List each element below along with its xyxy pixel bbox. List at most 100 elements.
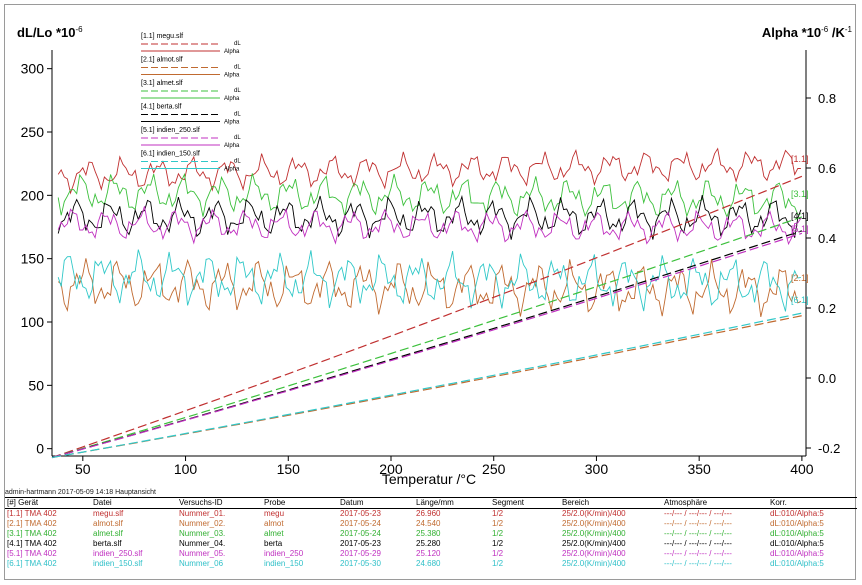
table-header-cell: Probe	[264, 498, 286, 507]
left-tick-label: 0	[36, 441, 44, 457]
table-cell: 2017-05-24	[340, 519, 381, 528]
legend-file-label: [6.1] indien_150.slf	[141, 151, 200, 158]
series-end-label: [5.1]	[791, 224, 809, 234]
table-header: [#] Gerät Datei Versuchs-ID Probe Datum Länge…	[5, 497, 857, 509]
x-tick-label: 350	[687, 461, 711, 477]
legend-file-label: [1.1] megu.slf	[141, 33, 183, 40]
table-cell: berta.slf	[93, 539, 122, 548]
footer-info: admin-hartmann 2017-05-09 14:18 Hauptans…	[5, 489, 156, 496]
legend-alpha-label: Alpha	[224, 49, 240, 55]
table-cell: 2017-05-23	[340, 509, 381, 518]
table-header-cell: Versuchs-ID	[179, 498, 223, 507]
alpha-series-line	[57, 249, 801, 312]
table-row: [4.1] TMA 402 berta.slf Nummer_04. berta 201…	[5, 539, 857, 549]
x-tick-label: 50	[75, 461, 91, 477]
left-tick-label: 300	[21, 61, 45, 77]
table-cell: ---/--- / ---/--- / ---/---	[664, 549, 732, 558]
table-cell: 24.540	[416, 519, 441, 528]
table-cell: 25.380	[416, 529, 441, 538]
table-cell: ---/--- / ---/--- / ---/---	[664, 559, 732, 568]
series-end-label: [1.1]	[791, 154, 809, 164]
dl-series-line	[51, 312, 803, 459]
left-tick-label: 200	[21, 187, 45, 203]
table-cell: indien_250	[264, 549, 304, 558]
table-header-cell: Bereich	[562, 498, 590, 507]
table-cell: 1/2	[492, 509, 504, 518]
table-row: [2.1] TMA 402 almot.slf Nummer_02. almot 201…	[5, 519, 857, 529]
table-cell: 1/2	[492, 529, 504, 538]
x-tick-label: 200	[379, 461, 403, 477]
table-cell: 26.960	[416, 509, 441, 518]
table-cell: [1.1] TMA 402	[7, 509, 57, 518]
table-cell: Nummer_04.	[179, 539, 226, 548]
legend-dl-label: dL	[234, 159, 241, 165]
legend-alpha-label: Alpha	[224, 73, 240, 79]
table-cell: 1/2	[492, 549, 504, 558]
table-cell: megu	[264, 509, 285, 518]
series-end-label: [4.1]	[791, 211, 809, 221]
table-cell: 1/2	[492, 539, 504, 548]
left-tick-label: 250	[21, 124, 45, 140]
table-cell: dL:010/Alpha:5	[770, 549, 824, 558]
table-cell: dL:010/Alpha:5	[770, 539, 824, 548]
right-tick-label: 0.2	[818, 301, 836, 316]
table-cell: 1/2	[492, 559, 504, 568]
x-tick-label: 150	[277, 461, 301, 477]
legend-file-label: [3.1] almet.slf	[141, 80, 183, 87]
table-header-cell: Korr.	[770, 498, 787, 507]
dl-series-line	[51, 216, 803, 459]
table-header-cell: Länge/mm	[416, 498, 454, 507]
legend-alpha-label: Alpha	[224, 143, 240, 149]
table-cell: 25/2.0(K/min)/400	[562, 539, 626, 548]
table-cell: ---/--- / ---/--- / ---/---	[664, 529, 732, 538]
table-row: [1.1] TMA 402 megu.slf Nummer_01. megu 2017-…	[5, 509, 857, 520]
left-tick-label: 50	[28, 377, 44, 393]
alpha-series-line	[57, 194, 802, 240]
left-tick-label: 150	[21, 251, 45, 267]
table-cell: [4.1] TMA 402	[7, 539, 57, 548]
table-cell: 24.680	[416, 559, 441, 568]
table-cell: dL:010/Alpha:5	[770, 529, 824, 538]
legend-dl-label: dL	[234, 88, 241, 94]
table-cell: 25/2.0(K/min)/400	[562, 549, 626, 558]
table-cell: Nummer_01.	[179, 509, 226, 518]
right-axis-label: Alpha *10-6 /K-1	[761, 25, 852, 40]
table-cell: dL:010/Alpha:5	[770, 519, 824, 528]
table-header-cell: Segment	[492, 498, 525, 507]
results-table: [#] Gerät Datei Versuchs-ID Probe Datum Länge…	[5, 497, 857, 569]
x-tick-label: 100	[174, 461, 198, 477]
table-cell: ---/--- / ---/--- / ---/---	[664, 519, 732, 528]
x-axis-label: Temperatur /°C	[382, 471, 476, 487]
table-body: [1.1] TMA 402 megu.slf Nummer_01. megu 2017-…	[5, 509, 857, 570]
table-cell: 25/2.0(K/min)/400	[562, 529, 626, 538]
tma-chart: 0 50 100 150 200 250 300 -0.2 0.0 0.2 0.4 0.6 0.8 50 1…	[21, 33, 841, 487]
right-tick-label: -0.2	[818, 441, 840, 456]
table-cell: 2017-05-23	[340, 539, 381, 548]
x-tick-label: 400	[790, 461, 814, 477]
left-tick-label: 100	[21, 314, 45, 330]
table-cell: 25/2.0(K/min)/400	[562, 519, 626, 528]
table-header-cell: Datei	[93, 498, 112, 507]
table-cell: [6.1] TMA 402	[7, 559, 57, 568]
dl-series-line	[51, 230, 803, 459]
legend-dl-label: dL	[234, 135, 241, 141]
table-cell: indien_150	[264, 559, 304, 568]
table-cell: Nummer_06	[179, 559, 224, 568]
right-tick-label: 0.6	[818, 161, 836, 176]
table-cell: 2017-05-30	[340, 559, 381, 568]
table-cell: [2.1] TMA 402	[7, 519, 57, 528]
table-cell: ---/--- / ---/--- / ---/---	[664, 509, 732, 518]
table-cell: 1/2	[492, 519, 504, 528]
table-cell: 25/2.0(K/min)/400	[562, 509, 626, 518]
table-cell: 25.120	[416, 549, 441, 558]
legend-dl-label: dL	[234, 41, 241, 47]
chart-frame	[4, 4, 856, 580]
table-cell: dL:010/Alpha:5	[770, 509, 824, 518]
right-tick-label: 0.4	[818, 231, 836, 246]
legend-alpha-label: Alpha	[224, 167, 240, 173]
alpha-series-line	[57, 172, 802, 219]
legend-file-label: [2.1] almot.slf	[141, 57, 183, 64]
dl-series-line	[51, 232, 803, 459]
table-row: [6.1] TMA 402 indien_150.slf Nummer_06 indi…	[5, 559, 857, 569]
table-cell: 25.280	[416, 539, 441, 548]
